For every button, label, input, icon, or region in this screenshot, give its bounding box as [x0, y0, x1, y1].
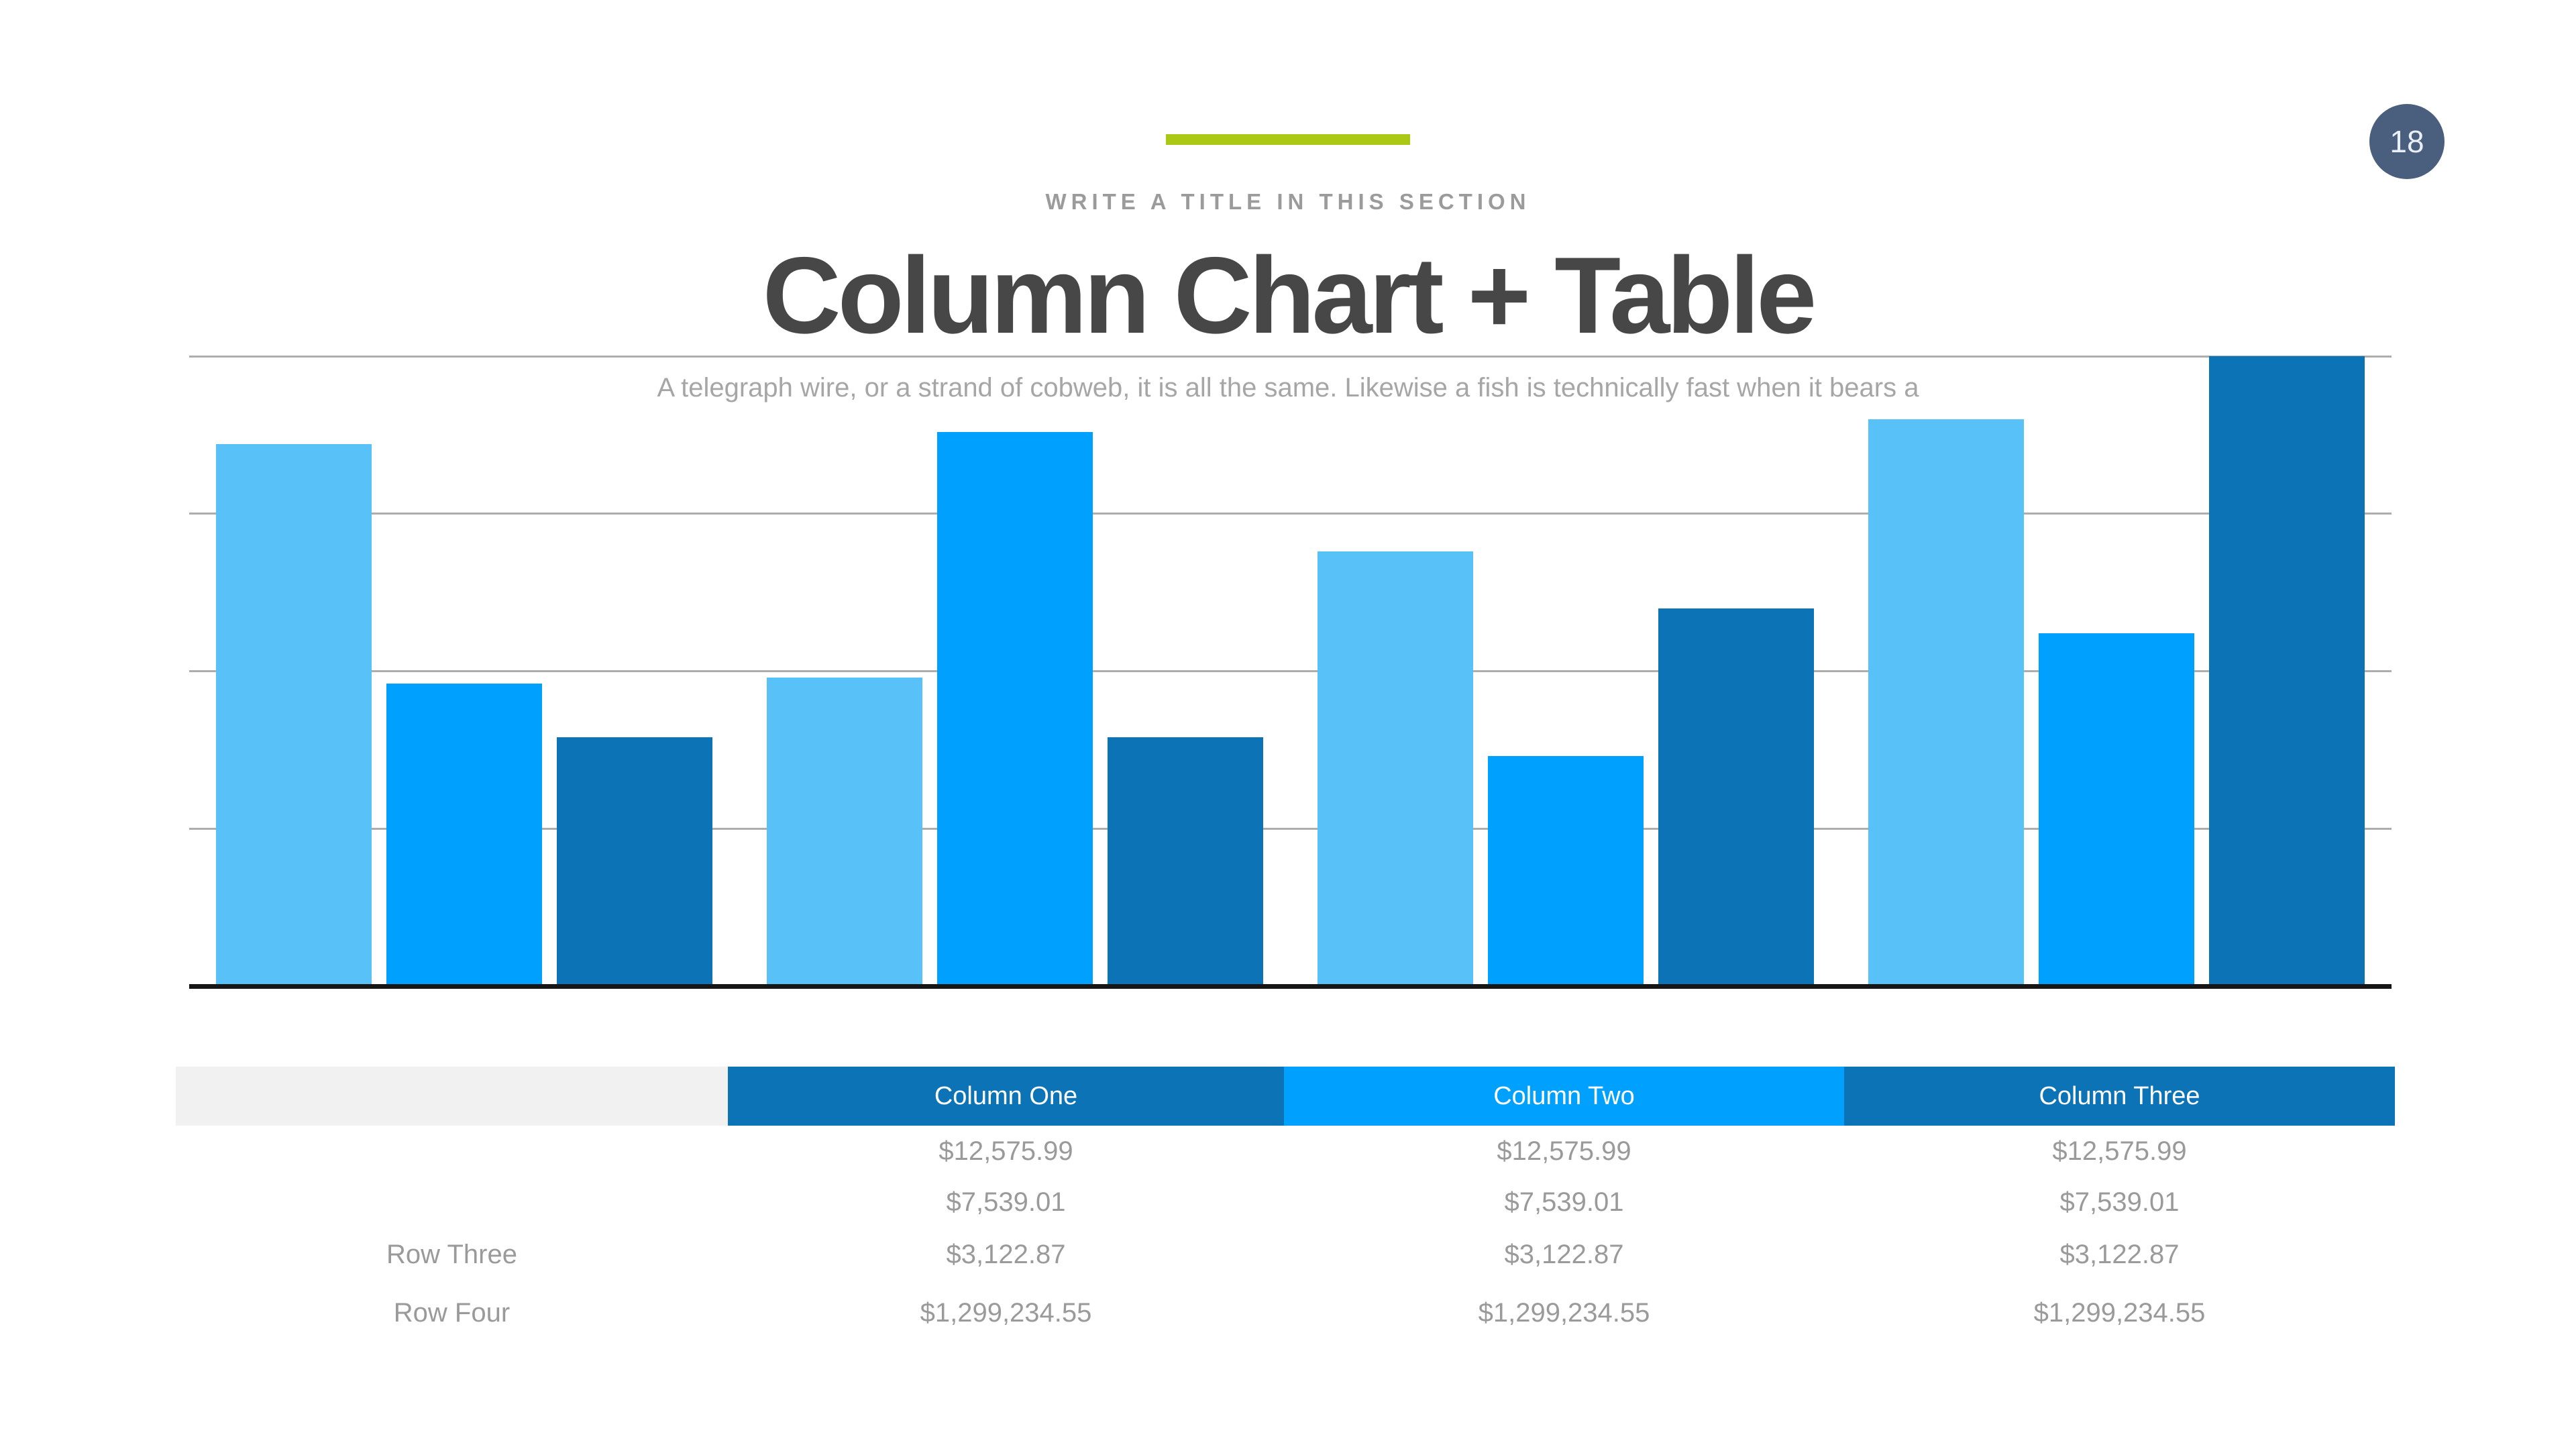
table-cell: $12,575.99 — [1497, 1136, 1631, 1166]
table-cell: $7,539.01 — [946, 1187, 1066, 1217]
data-table: Column One Column Two Column Three $12,5… — [176, 1067, 2395, 1328]
table-cell: $3,122.87 — [2059, 1239, 2180, 1269]
table-cell: $7,539.01 — [2059, 1187, 2180, 1217]
bar-group3-series1 — [1318, 551, 1473, 986]
table-row: Row Four $1,299,234.55 $1,299,234.55 $1,… — [176, 1281, 2395, 1345]
table-header-column-three: Column Three — [1844, 1067, 2395, 1126]
row-label — [176, 1126, 728, 1177]
table-row: $12,575.99 $12,575.99 $12,575.99 — [176, 1126, 2395, 1177]
row-label: Row Three — [386, 1239, 517, 1269]
table-row: Row Three $3,122.87 $3,122.87 $3,122.87 — [176, 1228, 2395, 1281]
gridline-75 — [189, 513, 2392, 515]
table-body: $12,575.99 $12,575.99 $12,575.99 $7,539.… — [176, 1126, 2395, 1345]
table-cell: $12,575.99 — [2052, 1136, 2187, 1166]
row-label — [176, 1177, 728, 1228]
table-header-column-one: Column One — [728, 1067, 1284, 1126]
table-header-column-two: Column Two — [1284, 1067, 1844, 1126]
bar-group3-series3 — [1658, 608, 1814, 986]
gridline-100 — [189, 356, 2392, 358]
table-cell: $1,299,234.55 — [920, 1298, 1092, 1328]
page-number-badge: 18 — [2369, 104, 2445, 179]
bar-group4-series3 — [2209, 356, 2365, 986]
bar-group3-series2 — [1488, 756, 1644, 986]
section-kicker: WRITE A TITLE IN THIS SECTION — [1045, 189, 1531, 214]
bar-group1-series2 — [386, 684, 542, 986]
page-title: Column Chart + Table — [762, 235, 1817, 356]
table-header-row: Column One Column Two Column Three — [176, 1067, 2395, 1126]
slide-subtitle: A telegraph wire, or a strand of cobweb,… — [657, 373, 1919, 402]
bar-group4-series1 — [1868, 419, 2024, 986]
gridline-50 — [189, 670, 2392, 672]
bar-group1-series3 — [557, 737, 712, 986]
bar-group1-series1 — [216, 444, 372, 986]
accent-divider-line — [1166, 134, 1410, 145]
table-cell: $3,122.87 — [946, 1239, 1066, 1269]
table-cell: $3,122.87 — [1504, 1239, 1624, 1269]
table-header-empty — [176, 1067, 728, 1126]
gridline-25 — [189, 828, 2392, 830]
row-label: Row Four — [393, 1298, 511, 1328]
table-cell: $1,299,234.55 — [1478, 1298, 1650, 1328]
table-cell: $1,299,234.55 — [2033, 1298, 2206, 1328]
table-cell: $12,575.99 — [938, 1136, 1073, 1166]
bar-group2-series1 — [767, 678, 922, 986]
bar-group2-series3 — [1108, 737, 1263, 986]
table-cell: $7,539.01 — [1504, 1187, 1624, 1217]
table-row: $7,539.01 $7,539.01 $7,539.01 — [176, 1177, 2395, 1228]
bar-group2-series2 — [937, 432, 1093, 986]
x-axis-line — [189, 984, 2392, 989]
bar-group4-series2 — [2039, 633, 2194, 986]
